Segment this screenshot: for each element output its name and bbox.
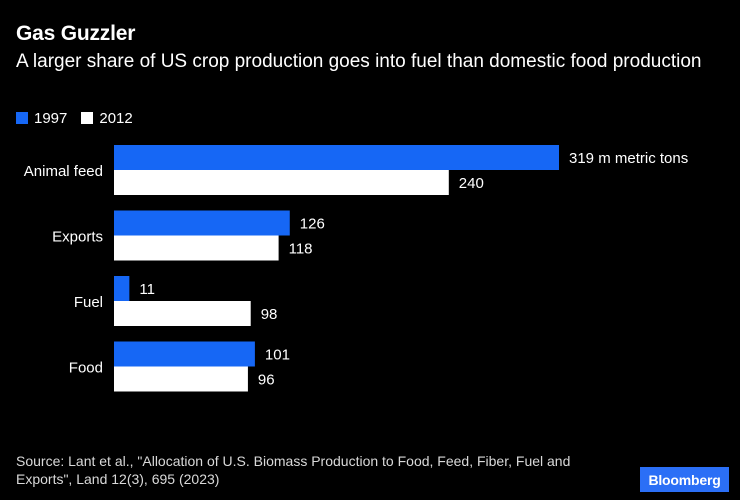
bar-food-1997	[114, 341, 255, 367]
category-label-food: Food	[69, 360, 103, 377]
bar-fuel-2012	[114, 301, 251, 326]
legend-swatch-1997	[16, 112, 28, 124]
data-label-exports-1997: 126	[300, 216, 325, 233]
bar-fuel-1997	[114, 276, 130, 301]
category-label-exports: Exports	[52, 229, 103, 246]
bar-animal-feed-1997	[114, 145, 559, 170]
legend-item-2012: 2012	[81, 109, 133, 127]
data-label-fuel-1997: 11	[139, 281, 155, 298]
legend-label-1997: 1997	[34, 109, 68, 127]
data-label-food-1997: 101	[265, 347, 290, 364]
chart-subtitle: A larger share of US crop production goe…	[16, 51, 702, 72]
category-label-fuel: Fuel	[74, 294, 103, 311]
data-label-animal-feed-1997: 319 m metric tons	[569, 150, 688, 167]
legend-swatch-2012	[81, 112, 94, 124]
data-label-food-2012: 96	[258, 372, 275, 389]
category-label-animal-feed: Animal feed	[24, 163, 103, 180]
data-label-animal-feed-2012: 240	[459, 175, 484, 192]
legend-item-1997: 1997	[16, 110, 67, 127]
bar-food-2012	[114, 366, 248, 392]
source-note: Source: Lant et al., "Allocation of U.S.…	[16, 453, 571, 487]
legend-label-2012: 2012	[99, 109, 133, 127]
chart-title: Gas Guzzler	[16, 22, 136, 45]
bar-exports-2012	[114, 235, 279, 261]
bar-exports-1997	[114, 210, 290, 236]
bloomberg-logo: Bloomberg	[640, 467, 729, 492]
bar-chart: Animal feed 319 m metric tons 240 Exports 12…	[24, 145, 688, 392]
bar-animal-feed-2012	[114, 170, 449, 195]
data-label-exports-2012: 118	[289, 241, 313, 258]
data-label-fuel-2012: 98	[261, 306, 278, 323]
chart-legend: 1997 2012	[16, 109, 147, 127]
